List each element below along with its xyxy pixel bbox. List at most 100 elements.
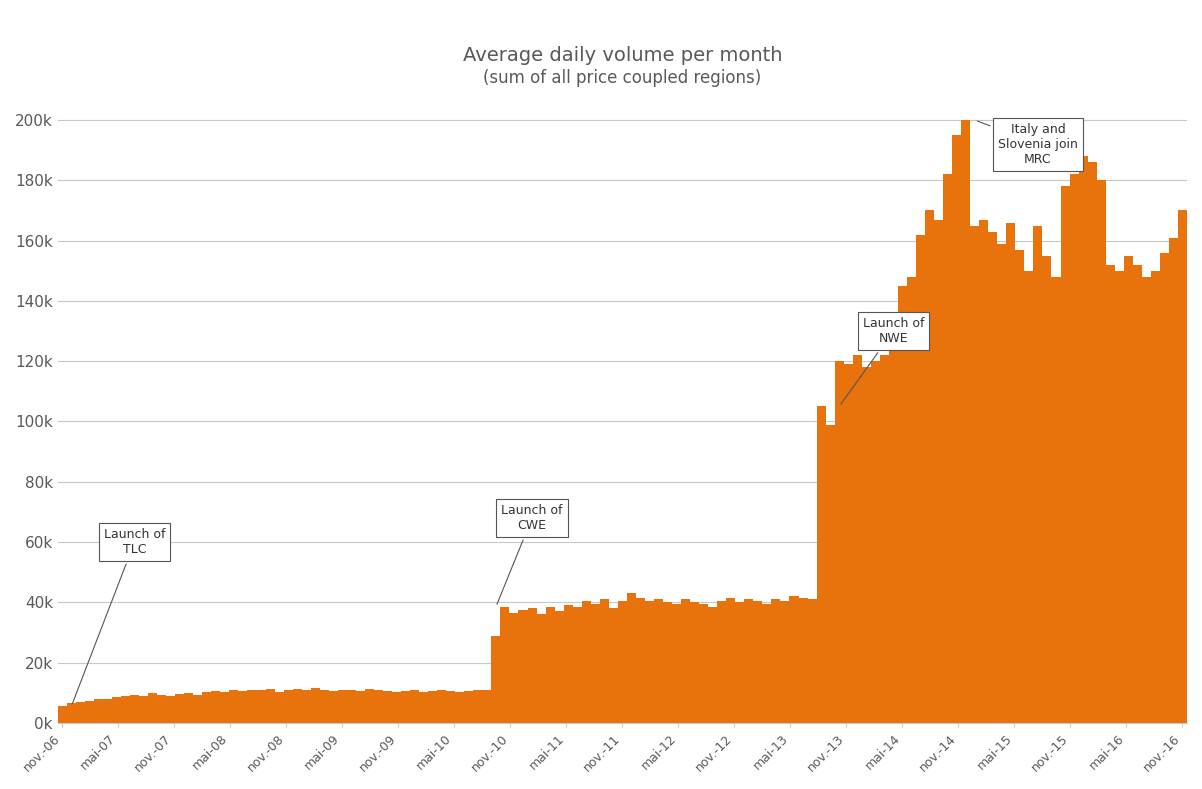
Bar xyxy=(528,608,536,723)
Bar xyxy=(148,694,157,723)
Bar xyxy=(780,601,790,723)
Bar xyxy=(184,694,194,723)
Bar xyxy=(618,601,627,723)
Bar xyxy=(1114,271,1124,723)
Text: Launch of
TLC: Launch of TLC xyxy=(72,528,166,704)
Bar xyxy=(798,598,808,723)
Bar xyxy=(1132,265,1142,723)
Text: Launch of
NWE: Launch of NWE xyxy=(841,317,924,404)
Bar xyxy=(736,602,744,723)
Bar xyxy=(962,120,970,723)
Bar xyxy=(908,277,916,723)
Bar xyxy=(880,355,888,723)
Bar xyxy=(248,690,256,723)
Bar xyxy=(1052,277,1060,723)
Bar xyxy=(175,694,184,723)
Bar xyxy=(374,690,383,723)
Bar xyxy=(645,601,654,723)
Bar xyxy=(790,596,798,723)
Bar xyxy=(446,691,456,723)
Bar xyxy=(980,219,988,723)
Bar xyxy=(844,365,852,723)
Bar xyxy=(654,600,664,723)
Bar xyxy=(834,361,844,723)
Bar xyxy=(121,697,130,723)
Text: Average daily volume per month: Average daily volume per month xyxy=(463,46,783,65)
Bar xyxy=(862,367,870,723)
Bar xyxy=(1078,156,1088,723)
Bar xyxy=(67,703,76,723)
Bar xyxy=(1142,277,1150,723)
Bar xyxy=(744,600,754,723)
Bar xyxy=(492,636,500,723)
Bar xyxy=(103,699,112,723)
Bar xyxy=(58,706,67,723)
Bar xyxy=(870,361,880,723)
Bar xyxy=(898,286,908,723)
Bar xyxy=(1070,174,1078,723)
Bar xyxy=(157,695,166,723)
Bar xyxy=(329,691,338,723)
Bar xyxy=(302,690,310,723)
Bar xyxy=(266,690,274,723)
Bar xyxy=(383,691,392,723)
Bar xyxy=(410,690,419,723)
Bar xyxy=(726,598,736,723)
Bar xyxy=(500,607,510,723)
Bar xyxy=(1168,237,1178,723)
Bar xyxy=(256,690,266,723)
Bar xyxy=(1124,256,1132,723)
Bar xyxy=(1088,163,1096,723)
Bar xyxy=(1096,181,1106,723)
Bar xyxy=(700,604,708,723)
Bar xyxy=(438,690,446,723)
Bar xyxy=(536,615,546,723)
Bar xyxy=(510,613,518,723)
Text: (sum of all price coupled regions): (sum of all price coupled regions) xyxy=(483,69,762,87)
Bar xyxy=(564,605,572,723)
Bar xyxy=(664,602,672,723)
Bar xyxy=(718,601,726,723)
Bar xyxy=(130,695,139,723)
Bar xyxy=(202,692,212,723)
Bar xyxy=(672,604,682,723)
Bar xyxy=(1006,222,1016,723)
Bar xyxy=(419,692,428,723)
Bar xyxy=(76,702,85,723)
Bar xyxy=(347,690,356,723)
Bar xyxy=(944,174,952,723)
Bar xyxy=(292,690,302,723)
Bar xyxy=(708,607,718,723)
Bar xyxy=(988,231,998,723)
Bar xyxy=(1024,271,1034,723)
Bar xyxy=(464,691,474,723)
Bar xyxy=(1034,226,1042,723)
Bar xyxy=(888,313,898,723)
Bar xyxy=(274,692,284,723)
Bar xyxy=(970,226,980,723)
Bar xyxy=(456,692,464,723)
Bar xyxy=(338,690,347,723)
Bar xyxy=(627,593,636,723)
Bar xyxy=(365,690,374,723)
Bar xyxy=(1106,265,1114,723)
Bar xyxy=(392,692,401,723)
Bar xyxy=(926,211,934,723)
Bar xyxy=(310,688,320,723)
Bar xyxy=(85,701,94,723)
Bar xyxy=(998,244,1006,723)
Bar xyxy=(916,234,926,723)
Bar xyxy=(816,406,826,723)
Bar xyxy=(852,355,862,723)
Bar xyxy=(1178,211,1188,723)
Bar xyxy=(826,424,834,723)
Bar xyxy=(609,608,618,723)
Bar xyxy=(1060,186,1070,723)
Bar xyxy=(572,607,582,723)
Bar xyxy=(238,691,248,723)
Bar xyxy=(320,690,329,723)
Bar xyxy=(112,697,121,723)
Bar xyxy=(600,600,609,723)
Bar xyxy=(546,607,554,723)
Bar xyxy=(220,692,230,723)
